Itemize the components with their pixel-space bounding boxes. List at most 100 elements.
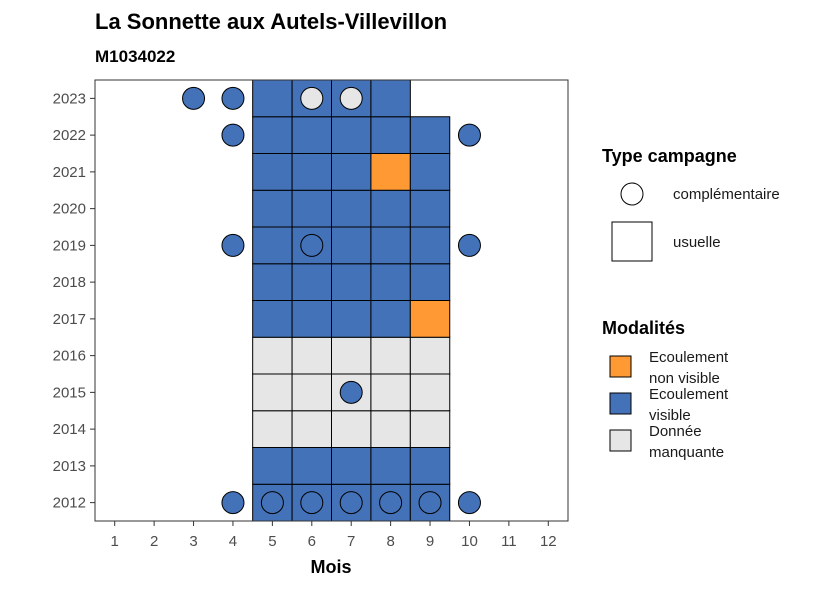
point-complementaire-2023-3 [182, 86, 206, 110]
tile-usuelle-2017-8 [370, 300, 411, 338]
legend-square-icon [611, 221, 653, 262]
y-tick-label-2018: 2018 [53, 274, 86, 291]
y-tick-label-2015: 2015 [53, 384, 86, 401]
point-complementaire-2012-5 [260, 491, 284, 515]
tile-usuelle-2022-9 [409, 116, 451, 154]
legend-type-campagne: Type campagne complémentaire usuelle [602, 146, 780, 262]
legend-type-title: Type campagne [602, 146, 737, 166]
tile-usuelle-2018-7 [331, 263, 372, 301]
tile-usuelle-2016-5 [252, 336, 293, 375]
y-tick-label-2022: 2022 [53, 127, 86, 144]
point-complementaire-2019-10 [457, 233, 481, 257]
tile-usuelle-2013-6 [291, 447, 332, 485]
legend-modalite-line1-0: Ecoulement [649, 349, 729, 366]
tile-usuelle-2021-8 [370, 153, 411, 191]
tile-usuelle-2020-6 [291, 189, 332, 228]
tile-usuelle-2019-7 [331, 226, 372, 265]
legend-modalite-line2-1: visible [649, 407, 691, 424]
x-tick-label-6: 6 [308, 533, 316, 550]
tile-usuelle-2016-7 [331, 336, 372, 375]
tile-usuelle-2022-6 [291, 116, 332, 154]
x-tick-label-1: 1 [111, 533, 119, 550]
tile-usuelle-2015-9 [409, 373, 451, 412]
y-tick-label-2021: 2021 [53, 164, 86, 181]
plot-border [94, 79, 569, 522]
tile-usuelle-2021-5 [252, 153, 293, 191]
tile-usuelle-2017-6 [291, 300, 332, 338]
x-tick-label-10: 10 [461, 533, 478, 550]
point-complementaire-2022-10 [457, 123, 481, 147]
tile-usuelle-2021-6 [291, 153, 332, 191]
tile-usuelle-2014-9 [409, 410, 451, 448]
tile-usuelle-2014-8 [370, 410, 411, 448]
tile-usuelle-2013-7 [331, 447, 372, 485]
legend-circle-icon [620, 182, 644, 206]
tile-usuelle-2013-9 [409, 447, 451, 485]
legend-swatch-1 [609, 392, 632, 415]
y-tick-label-2020: 2020 [53, 201, 86, 218]
tile-usuelle-2021-7 [331, 153, 372, 191]
tile-usuelle-2018-6 [291, 263, 332, 301]
tile-usuelle-2018-5 [252, 263, 293, 301]
tile-usuelle-2020-9 [409, 189, 451, 228]
tile-usuelle-2015-6 [291, 373, 332, 412]
tile-usuelle-2017-7 [331, 300, 372, 338]
tile-usuelle-2023-8 [370, 79, 411, 118]
tile-usuelle-2014-6 [291, 410, 332, 448]
tile-usuelle-2020-8 [370, 189, 411, 228]
tile-usuelle-2019-5 [252, 226, 293, 265]
tile-usuelle-2018-9 [409, 263, 451, 301]
y-tick-label-2019: 2019 [53, 237, 86, 254]
point-complementaire-2015-7 [339, 380, 363, 404]
points-layer [182, 86, 481, 515]
legend-modalite-line2-2: manquante [649, 444, 724, 461]
x-tick-label-2: 2 [150, 533, 158, 550]
x-tick-label-12: 12 [540, 533, 557, 550]
y-tick-label-2023: 2023 [53, 90, 86, 107]
tile-usuelle-2019-9 [409, 226, 451, 265]
point-complementaire-2023-4 [221, 86, 245, 110]
tile-usuelle-2017-9 [409, 300, 451, 338]
point-complementaire-2012-6 [300, 491, 324, 515]
x-tick-label-7: 7 [347, 533, 355, 550]
tile-usuelle-2014-5 [252, 410, 293, 448]
point-complementaire-2012-8 [379, 491, 403, 515]
tile-usuelle-2018-8 [370, 263, 411, 301]
tile-usuelle-2020-5 [252, 189, 293, 228]
chart-title: La Sonnette aux Autels-Villevillon [95, 9, 447, 34]
tile-usuelle-2015-8 [370, 373, 411, 412]
tile-usuelle-2013-8 [370, 447, 411, 485]
tile-usuelle-2015-5 [252, 373, 293, 412]
point-complementaire-2019-4 [221, 233, 245, 257]
legend-modalite-line2-0: non visible [649, 370, 720, 387]
y-tick-label-2017: 2017 [53, 311, 86, 328]
legend-swatch-0 [609, 355, 632, 378]
point-complementaire-2012-7 [339, 491, 363, 515]
chart-subtitle: M1034022 [95, 47, 175, 66]
point-complementaire-2012-9 [418, 491, 442, 515]
point-complementaire-2012-10 [457, 491, 481, 515]
legend-modalite-line1-2: Donnée [649, 423, 702, 440]
tile-usuelle-2019-8 [370, 226, 411, 265]
point-complementaire-2012-4 [221, 491, 245, 515]
y-tick-label-2013: 2013 [53, 458, 86, 475]
legend-swatch-2 [609, 429, 632, 452]
x-axis-label: Mois [310, 557, 351, 577]
x-tick-label-3: 3 [189, 533, 197, 550]
legend-modalites-title: Modalités [602, 318, 685, 338]
point-complementaire-2019-6 [300, 233, 324, 257]
tile-usuelle-2020-7 [331, 189, 372, 228]
tile-usuelle-2016-6 [291, 336, 332, 375]
x-tick-label-9: 9 [426, 533, 434, 550]
y-tick-label-2016: 2016 [53, 348, 86, 365]
y-axis: 2012 2013 2014 2015 2016 2017 2018 2019 2020 2021… [53, 90, 95, 512]
tile-usuelle-2016-8 [370, 336, 411, 375]
x-tick-label-4: 4 [229, 533, 237, 550]
tile-usuelle-2022-7 [331, 116, 372, 154]
y-tick-label-2014: 2014 [53, 421, 86, 438]
tile-usuelle-2023-5 [252, 79, 293, 118]
legend-type-label-usuelle: usuelle [673, 234, 721, 251]
legend-type-label-complementaire: complémentaire [673, 186, 780, 203]
point-complementaire-2022-4 [221, 123, 245, 147]
